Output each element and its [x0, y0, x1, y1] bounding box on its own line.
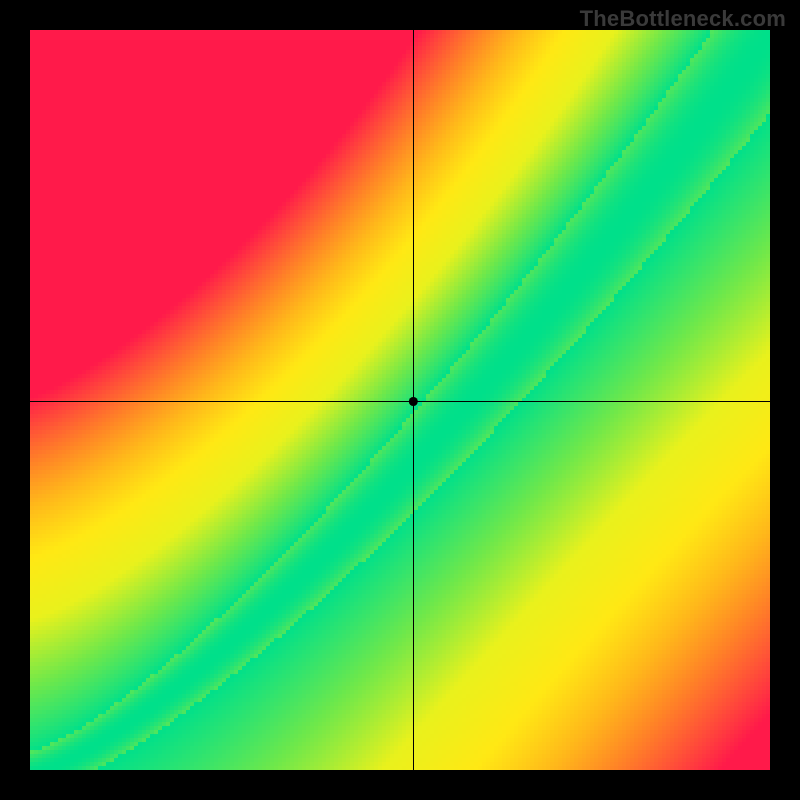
bottleneck-heatmap	[30, 30, 770, 770]
heatmap-canvas	[30, 30, 770, 770]
watermark-text: TheBottleneck.com	[580, 6, 786, 32]
